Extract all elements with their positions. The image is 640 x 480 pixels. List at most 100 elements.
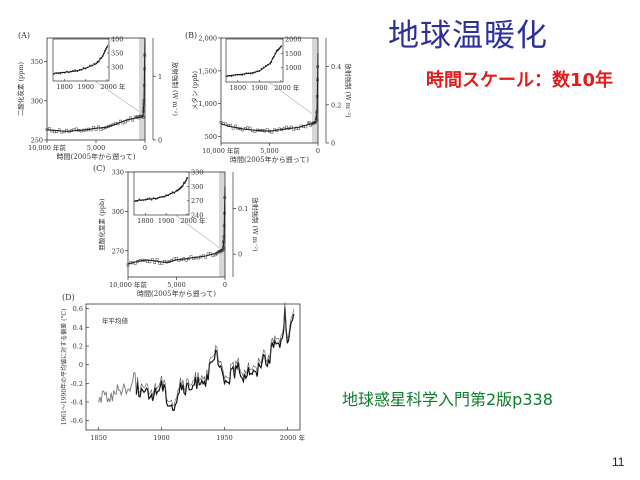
inset-point [59, 72, 62, 75]
inset-x-tick-label: 2000 年 [274, 83, 300, 92]
data-point [184, 258, 188, 262]
inset-x-tick-label: 1800 [137, 217, 154, 225]
inset-x-tick-label: 1900 [158, 217, 175, 225]
y2-tick-label: 0.4 [331, 63, 341, 71]
inset-y-tick-label: 400 [111, 36, 123, 44]
y-tick-label: 250 [31, 137, 43, 145]
panel-label: (C) [93, 164, 105, 173]
y-axis-label: 1961〜1990年の平均値に対する偏差 (°C) [60, 309, 68, 426]
panel-label: (B) [185, 31, 197, 40]
inset-x-tick-label: 1800 [56, 83, 73, 91]
data-point [53, 130, 56, 134]
x-tick-label: 1900 [153, 434, 170, 442]
x-tick-label: 2000 年 [280, 433, 306, 442]
inset-y-tick-label: 300 [111, 64, 123, 72]
inset-y-tick-label: 300 [191, 183, 203, 191]
y-tick-label: 350 [31, 58, 43, 66]
y-tick-label: 0.4 [73, 324, 83, 332]
source-citation: 地球惑星科学入門第2版p338 [342, 390, 553, 409]
y2-tick-label: 1 [158, 73, 162, 81]
panel-b: (B) 500 1,000 1,500 2,000 10,000 年前 5,000 0 時間(2… [185, 31, 353, 164]
x-tick-label: 0 [143, 144, 147, 152]
x-axis-label: 時間(2005年から遡って) [57, 152, 136, 161]
x-tick-label: 10,000 年前 [109, 280, 147, 289]
data-point [270, 131, 274, 134]
y2-tick-label: 0 [238, 251, 242, 259]
inset-x-tick-label: 1900 [77, 83, 94, 91]
inset-y-tick-label: 2000 [285, 36, 302, 44]
x-tick-label: 5,000 [260, 147, 279, 155]
y2-axis-label: 放射強制 (W m⁻²) [344, 63, 353, 118]
x-tick-label: 10,000 年前 [28, 143, 66, 152]
y-axis-label: 二酸化炭素 (ppm) [16, 61, 25, 116]
y-tick-label: 300 [112, 208, 124, 216]
x-axis-label: 時間(2005年から遡って) [230, 155, 309, 164]
inset-connector [175, 214, 220, 248]
data-point [285, 125, 288, 129]
annotation: 年平均値 [102, 316, 129, 325]
y2-axis-label: 放射強制 (W m⁻²) [171, 62, 180, 117]
data-point [265, 128, 269, 131]
y-tick-label: 2,000 [198, 35, 217, 43]
plot-frame [85, 303, 301, 431]
inset-y-tick-label: 1500 [285, 50, 302, 58]
inset-connector [94, 80, 140, 112]
y-tick-label: 0.2 [73, 343, 83, 351]
y2-tick-label: 0.2 [331, 101, 341, 109]
data-point [146, 260, 149, 263]
data-point [160, 262, 164, 265]
x-tick-label: 1850 [90, 434, 107, 442]
data-point [211, 254, 215, 257]
y-tick-label: 330 [112, 169, 124, 177]
x-tick-label: 0 [223, 281, 227, 289]
x-tick-label: 5,000 [87, 144, 106, 152]
panel-d: (D) 年平均値 0.6 0.4 0.2 0 -0.2 -0.4 -0.6 1850 1900 195… [60, 293, 305, 442]
y-axis-label: メタン (ppb) [190, 70, 199, 110]
modern-band [139, 38, 145, 140]
y-tick-label: 1,500 [198, 67, 217, 75]
inset-frame [52, 38, 110, 82]
inset-y-tick-label: 240 [191, 212, 203, 220]
inset-y-tick-label: 270 [191, 197, 203, 205]
inset-chart: 1800 1900 2000 年 1000 1500 2000 [225, 36, 302, 92]
data-point [155, 258, 159, 261]
data-point [304, 125, 308, 129]
data-point [158, 261, 161, 265]
x-tick-label: 5,000 [167, 281, 186, 289]
data-point [75, 127, 78, 131]
inset-y-tick-label: 350 [111, 50, 123, 58]
inset-y-tick-label: 1000 [285, 64, 302, 72]
y2-axis-label: 放射強制 (W m⁻²) [251, 197, 260, 252]
panel-label: (A) [18, 31, 30, 40]
data-point [153, 261, 157, 264]
series-line [46, 38, 146, 132]
y-tick-label: 270 [112, 247, 124, 255]
y-tick-label: -0.2 [70, 380, 83, 388]
x-tick-label: 10,000 年前 [202, 146, 240, 155]
series-line-secondary [136, 302, 295, 406]
x-tick-label: 1950 [216, 434, 233, 442]
data-point [248, 126, 252, 130]
page-number: 11 [612, 455, 625, 469]
data-point [175, 257, 178, 260]
y-tick-label: -0.4 [70, 399, 83, 407]
y-tick-label: 0 [79, 361, 83, 369]
y-tick-label: -0.6 [70, 417, 83, 425]
panel-c: (C) 270 300 330 10,000 年前 5,000 0 時間(2005年から遡って… [93, 164, 260, 298]
series-line [127, 186, 226, 265]
x-tick-label: 0 [316, 147, 320, 155]
inset-x-tick-label: 2000 年 [100, 82, 126, 91]
data-point [172, 257, 176, 261]
y-axis-label: 亜酸化窒素 (ppb) [97, 198, 106, 251]
inset-connector [268, 81, 313, 114]
inset-point [251, 72, 254, 75]
inset-x-tick-label: 1800 [230, 84, 247, 92]
panel-label: (D) [62, 293, 75, 302]
inset-series-line [134, 177, 189, 202]
modern-band [219, 172, 225, 277]
data-point [48, 127, 51, 130]
inset-frame [133, 171, 190, 216]
data-point [99, 128, 103, 131]
